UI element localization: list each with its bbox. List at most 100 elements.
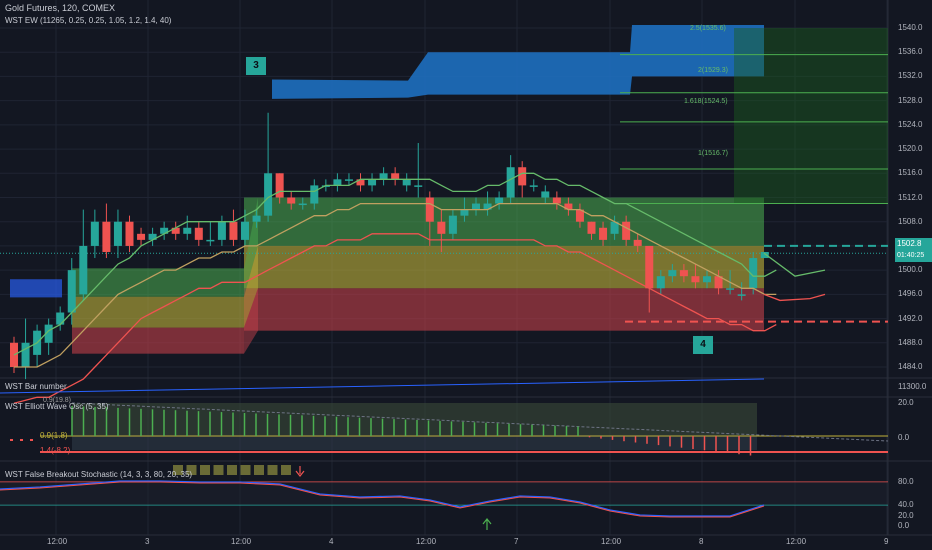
candle-body bbox=[264, 173, 273, 216]
price-axis-tick: 1532.0 bbox=[898, 71, 923, 81]
zone-red-left bbox=[72, 327, 244, 354]
stoch-marker-box bbox=[267, 465, 278, 475]
price-axis-tick: 1516.0 bbox=[898, 168, 923, 178]
zone-red bbox=[244, 288, 764, 331]
time-axis-tick: 4 bbox=[329, 537, 334, 546]
price-axis-tick: 1488.0 bbox=[898, 337, 923, 347]
elliott-level-upper: 0.9(19.8) bbox=[43, 397, 72, 404]
candle-body bbox=[137, 233, 146, 240]
candle-body bbox=[437, 221, 446, 234]
candle-body bbox=[379, 173, 388, 180]
stoch-marker-box bbox=[281, 465, 291, 475]
price-axis-tick: 1540.0 bbox=[898, 23, 923, 32]
candle-body bbox=[56, 312, 65, 325]
elliott-level-low: 1.4(-8.2) bbox=[40, 446, 71, 455]
candle-body bbox=[391, 173, 400, 180]
candle-body bbox=[402, 179, 411, 186]
current-price-tag: 1502.8 bbox=[895, 238, 932, 250]
candle-body bbox=[575, 209, 584, 222]
price-axis-tick: 1496.0 bbox=[898, 289, 923, 299]
bar-number-line bbox=[0, 378, 765, 394]
down-arrow-icon bbox=[295, 466, 305, 477]
candle-body bbox=[425, 197, 434, 222]
candle-body bbox=[171, 227, 180, 234]
candle-body bbox=[183, 227, 192, 234]
price-axis-tick: 1528.0 bbox=[898, 95, 923, 105]
price-axis-tick: 1508.0 bbox=[898, 216, 923, 226]
candle-body bbox=[645, 245, 654, 289]
wave-marker-3[interactable]: 3 bbox=[246, 57, 266, 75]
candle-body bbox=[241, 221, 249, 240]
zone-step bbox=[244, 197, 258, 297]
price-axis-tick: 1524.0 bbox=[898, 119, 923, 129]
stoch-marker-box bbox=[227, 465, 237, 475]
candle-body bbox=[194, 227, 203, 240]
candle-body bbox=[703, 276, 711, 283]
time-axis-tick: 12:00 bbox=[47, 537, 68, 546]
candle-body bbox=[587, 221, 596, 234]
symbol-title: Gold Futures, 120, COMEX bbox=[5, 3, 116, 13]
zone-green bbox=[244, 197, 764, 246]
time-axis-tick: 12:00 bbox=[416, 537, 437, 546]
stoch-tick-40: 40.0 bbox=[898, 500, 914, 509]
ma-red-line bbox=[13, 233, 777, 404]
bar-number-tick: 11300.0 bbox=[898, 382, 927, 391]
price-axis-tick: 1484.0 bbox=[898, 362, 923, 371]
candle-body bbox=[564, 203, 573, 210]
elliott-bg-blue bbox=[72, 435, 757, 450]
candle-body bbox=[298, 203, 307, 206]
target-zone-left bbox=[10, 279, 62, 298]
candle-body bbox=[310, 185, 319, 204]
price-axis-tick: 1520.0 bbox=[898, 144, 923, 154]
candle-body bbox=[160, 227, 169, 234]
candle-body bbox=[21, 342, 30, 367]
candle-body bbox=[726, 288, 735, 290]
price-axis-tick: 1492.0 bbox=[898, 313, 923, 323]
candle-body bbox=[287, 197, 296, 204]
stoch-marker-box bbox=[173, 465, 183, 475]
wave-marker-4[interactable]: 4 bbox=[693, 336, 713, 354]
zone-yellow-left bbox=[72, 296, 244, 328]
candle-body bbox=[460, 209, 469, 216]
candle-body bbox=[529, 185, 538, 187]
fib-target-region bbox=[734, 28, 888, 204]
time-axis-tick: 12:00 bbox=[231, 537, 252, 546]
stoch-k-line bbox=[0, 480, 765, 517]
candle-body bbox=[79, 245, 88, 295]
candle-body bbox=[448, 215, 457, 234]
candle-body bbox=[252, 215, 261, 222]
candle-body bbox=[714, 276, 723, 289]
candle-body bbox=[668, 270, 677, 277]
candle-body bbox=[148, 233, 157, 240]
candle-body bbox=[472, 203, 480, 210]
elliott-upper-line bbox=[71, 402, 889, 442]
projection-green bbox=[763, 252, 826, 277]
stoch-marker-box bbox=[213, 465, 224, 475]
candle-body bbox=[656, 276, 665, 289]
candle-body bbox=[102, 221, 111, 252]
candle-body bbox=[67, 270, 76, 313]
zone-step bbox=[244, 288, 258, 354]
zone-green-left bbox=[72, 268, 244, 297]
elliott-osc-title: WST Elliott Wave Osc (5, 35) bbox=[5, 402, 109, 411]
time-axis-tick: 9 bbox=[884, 537, 889, 546]
candle-body bbox=[206, 239, 215, 242]
elliott-osc-tick-20: 20.0 bbox=[898, 398, 914, 407]
bar-number-title: WST Bar number bbox=[5, 382, 67, 391]
price-axis-tick: 1500.0 bbox=[898, 265, 923, 275]
countdown-tag: 01:40:25 bbox=[895, 250, 932, 262]
stoch-d-line bbox=[0, 481, 765, 518]
time-axis-tick: 8 bbox=[699, 537, 704, 546]
price-axis-tick: 1536.0 bbox=[898, 47, 923, 57]
candle-body bbox=[518, 167, 527, 186]
candle-body bbox=[691, 276, 700, 283]
candle-body bbox=[679, 270, 688, 277]
target-zone-band bbox=[272, 24, 764, 99]
elliott-level-mid: 0.9(1.8) bbox=[40, 431, 68, 440]
candle-body bbox=[622, 221, 631, 240]
candle-body bbox=[495, 197, 504, 204]
candle-body bbox=[414, 185, 423, 187]
fib-label-2: 2(1529.3) bbox=[698, 67, 728, 74]
candle-body bbox=[344, 179, 353, 181]
